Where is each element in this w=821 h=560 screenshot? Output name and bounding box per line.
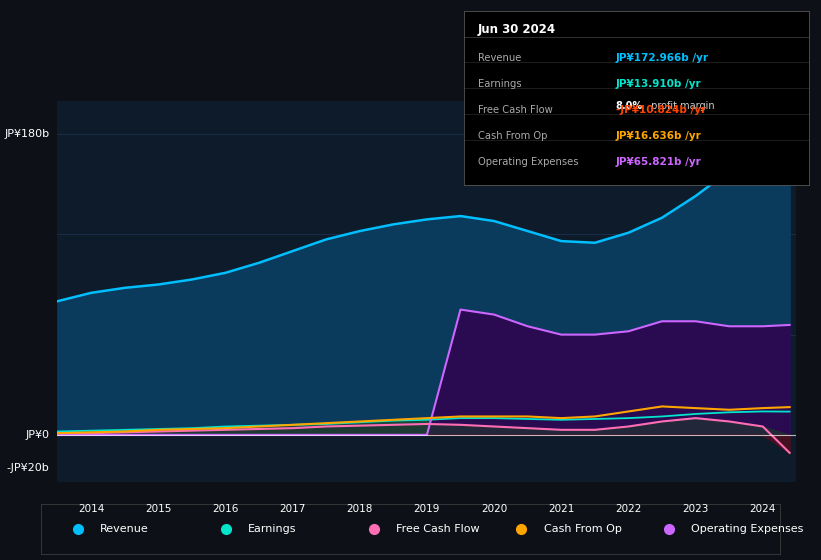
Text: JP¥0: JP¥0 <box>25 430 49 440</box>
Text: 2024: 2024 <box>750 504 776 514</box>
Text: Cash From Op: Cash From Op <box>478 131 547 141</box>
Text: -JP¥20b: -JP¥20b <box>7 463 49 473</box>
Text: JP¥180b: JP¥180b <box>4 129 49 139</box>
Text: JP¥16.636b /yr: JP¥16.636b /yr <box>616 131 701 141</box>
Text: Revenue: Revenue <box>100 524 149 534</box>
Text: Free Cash Flow: Free Cash Flow <box>478 105 553 115</box>
Text: JP¥13.910b /yr: JP¥13.910b /yr <box>616 79 701 89</box>
Text: profit margin: profit margin <box>649 101 715 111</box>
Text: Free Cash Flow: Free Cash Flow <box>396 524 479 534</box>
Text: 2015: 2015 <box>145 504 172 514</box>
Text: 8.0%: 8.0% <box>616 101 643 111</box>
Text: 2023: 2023 <box>682 504 709 514</box>
Text: 2022: 2022 <box>615 504 642 514</box>
Text: 2018: 2018 <box>346 504 373 514</box>
Text: 2019: 2019 <box>414 504 440 514</box>
Text: Earnings: Earnings <box>478 79 521 89</box>
Text: -JP¥10.824b /yr: -JP¥10.824b /yr <box>616 105 706 115</box>
Text: 2014: 2014 <box>78 504 104 514</box>
Text: 2021: 2021 <box>548 504 575 514</box>
Text: Revenue: Revenue <box>478 53 521 63</box>
Text: JP¥172.966b /yr: JP¥172.966b /yr <box>616 53 709 63</box>
Text: Earnings: Earnings <box>248 524 296 534</box>
Text: Operating Expenses: Operating Expenses <box>691 524 804 534</box>
Text: Jun 30 2024: Jun 30 2024 <box>478 24 556 36</box>
Text: Operating Expenses: Operating Expenses <box>478 157 578 167</box>
Text: 2017: 2017 <box>279 504 305 514</box>
Text: 2016: 2016 <box>212 504 239 514</box>
Text: Cash From Op: Cash From Op <box>544 524 621 534</box>
Text: 2020: 2020 <box>481 504 507 514</box>
Text: JP¥65.821b /yr: JP¥65.821b /yr <box>616 157 701 167</box>
